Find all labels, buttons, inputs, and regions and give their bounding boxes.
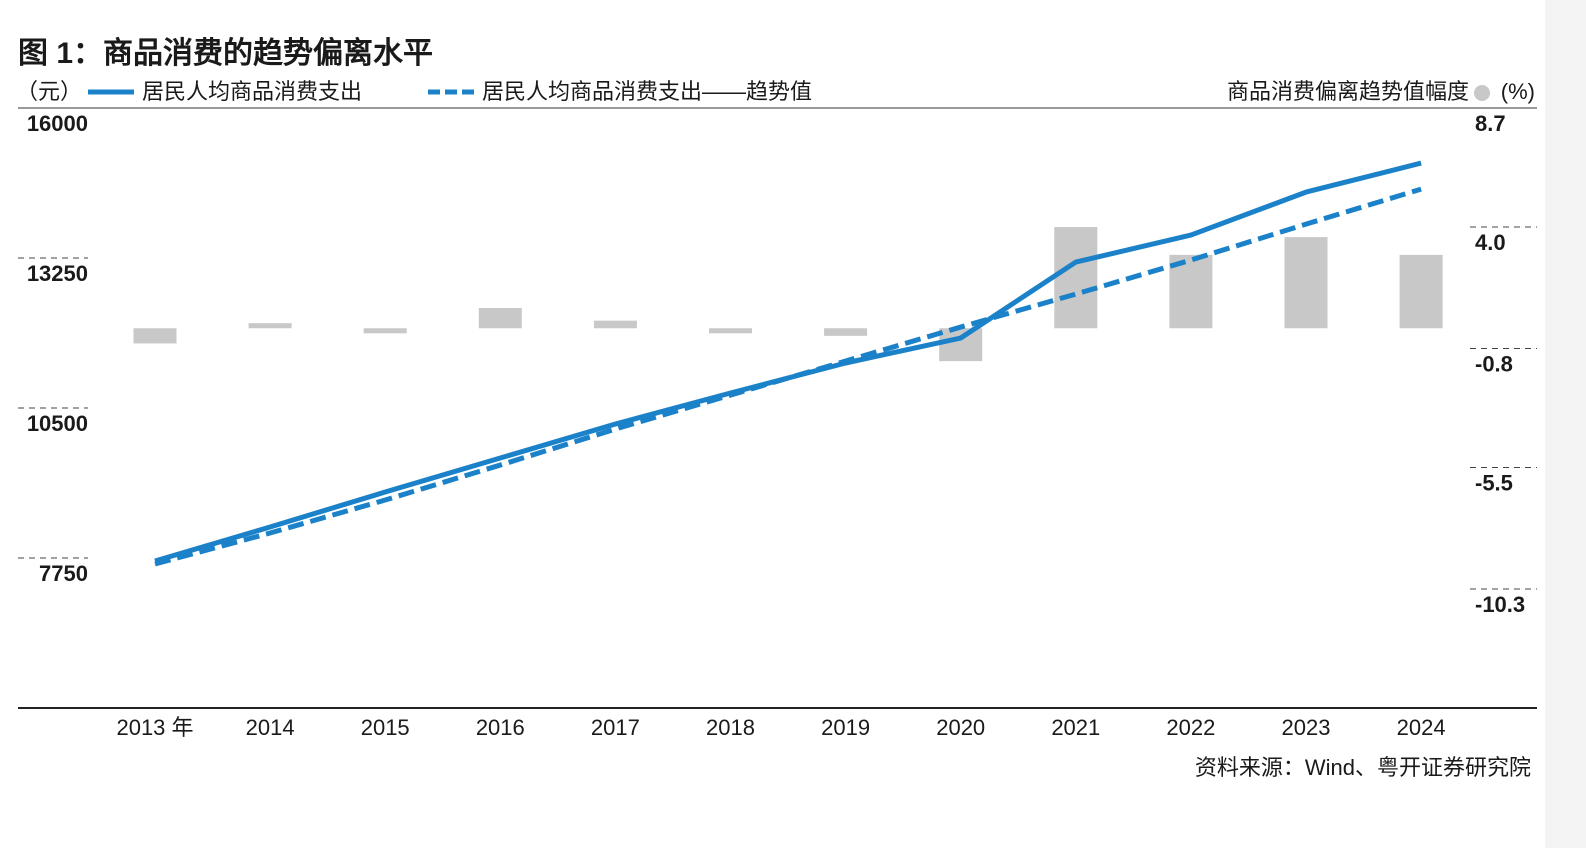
- legend-label: 居民人均商品消费支出——趋势值: [482, 79, 812, 104]
- bar: [248, 323, 292, 329]
- bar: [1054, 226, 1098, 329]
- y2-axis-label: (%): [1501, 79, 1535, 104]
- bar: [939, 328, 983, 362]
- bar: [709, 328, 752, 334]
- bar: [1284, 237, 1328, 329]
- y2-tick-label: -5.5: [1475, 470, 1513, 495]
- x-tick-label: 2023: [1282, 715, 1331, 740]
- y2-tick-label: -10.3: [1475, 592, 1525, 617]
- y2-tick-label: 4.0: [1475, 230, 1506, 255]
- y-tick-label: 10500: [27, 411, 88, 436]
- legend-label: 商品消费偏离趋势值幅度: [1227, 79, 1469, 104]
- x-tick-label: 2019: [821, 715, 870, 740]
- y2-tick-label: -0.8: [1475, 351, 1513, 376]
- x-tick-label: 2020: [936, 715, 985, 740]
- bar: [824, 328, 868, 336]
- y-axis-label: （元）: [16, 79, 82, 104]
- x-tick-label: 2022: [1166, 715, 1215, 740]
- legend-label: 居民人均商品消费支出: [142, 79, 362, 104]
- y-tick-label: 16000: [27, 111, 88, 136]
- x-tick-label: 2014: [246, 715, 295, 740]
- line: [154, 186, 1422, 567]
- bar: [1169, 254, 1213, 329]
- bar: [593, 320, 637, 329]
- y-tick-label: 7750: [39, 561, 88, 586]
- x-tick-label: 2015: [361, 715, 410, 740]
- bar: [363, 328, 407, 334]
- x-tick-label: 2018: [706, 715, 755, 740]
- bar: [478, 308, 522, 329]
- source: 资料来源：Wind、粤开证券研究院: [1195, 755, 1531, 780]
- y-tick-label: 13250: [27, 261, 88, 286]
- edge-shade: [1545, 0, 1586, 848]
- line: [154, 160, 1422, 564]
- x-tick-label: 2017: [591, 715, 640, 740]
- legend-swatch: [1474, 85, 1490, 101]
- bar: [1399, 254, 1443, 329]
- x-tick-label: 2024: [1397, 715, 1446, 740]
- x-tick-label: 2016: [476, 715, 525, 740]
- x-tick-label: 2021: [1051, 715, 1100, 740]
- bar: [133, 328, 177, 344]
- x-tick-label: 2013 年: [116, 715, 193, 740]
- y2-tick-label: 8.7: [1475, 111, 1506, 136]
- chart-title: 图 1：商品消费的趋势偏离水平: [18, 37, 433, 70]
